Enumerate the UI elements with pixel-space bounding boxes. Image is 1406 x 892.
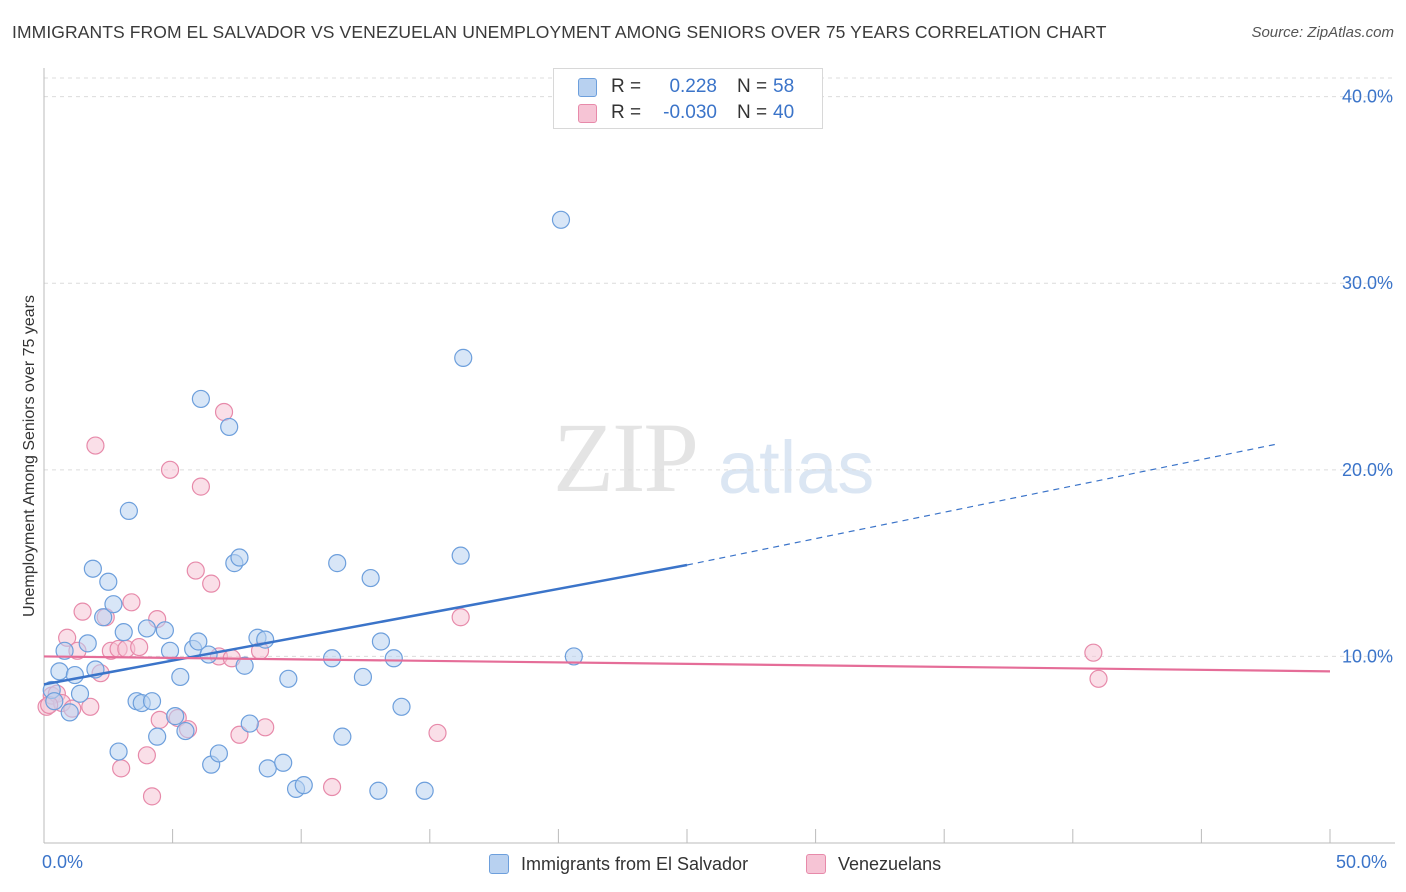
correlation-legend: R = 0.228 N = 58 R = -0.030 N = 40	[553, 68, 823, 129]
salvador-point	[384, 649, 403, 668]
salvador-point	[114, 623, 133, 642]
salvador-point	[176, 721, 195, 741]
venezuelan-point	[112, 759, 131, 778]
venezuelan-point	[428, 723, 447, 743]
chart-title: IMMIGRANTS FROM EL SALVADOR VS VENEZUELA…	[12, 22, 1107, 42]
venezuelan-point	[160, 460, 180, 479]
venezuelan-point	[451, 608, 470, 627]
y-tick-label: 30.0%	[1342, 273, 1393, 293]
legend-r-value: -0.030	[663, 102, 717, 123]
legend-r-label: R =	[611, 102, 642, 123]
salvador-point	[294, 776, 313, 795]
legend-swatch-blue	[578, 77, 597, 97]
salvador-point	[322, 649, 342, 668]
x-tick-label-max: 50.0%	[1336, 852, 1388, 872]
legend-r-label: R =	[611, 76, 642, 97]
salvador-point	[371, 632, 391, 651]
salvador-point	[220, 417, 239, 437]
salvador-point	[55, 641, 74, 660]
salvador-point	[166, 707, 185, 726]
salvador-trend-extension	[686, 443, 1279, 566]
venezuelan-point	[230, 725, 249, 744]
salvador-point	[155, 621, 174, 640]
y-tick-label: 20.0%	[1342, 460, 1393, 480]
venezuelan-point	[186, 561, 205, 580]
venezuelan-point	[191, 477, 210, 496]
venezuelan-point	[137, 746, 156, 765]
salvador-point	[551, 210, 571, 229]
salvador-point	[564, 647, 583, 666]
legend-label-venezuelans: Venezuelans	[838, 853, 942, 874]
salvador-point	[258, 759, 277, 778]
salvador-point	[109, 742, 128, 761]
venezuelan-trend-line	[43, 655, 1331, 673]
salvador-point	[104, 595, 123, 614]
salvador-point	[209, 744, 228, 763]
salvador-point	[353, 667, 373, 687]
legend-n-label: N =	[737, 76, 768, 97]
salvador-point	[333, 727, 352, 746]
salvador-point	[230, 548, 249, 567]
venezuelan-point	[322, 777, 342, 797]
salvador-point	[50, 662, 69, 681]
venezuelan-point	[130, 637, 149, 657]
legend-r-value: 0.228	[669, 76, 717, 97]
salvador-point	[191, 389, 210, 409]
salvador-point	[189, 632, 208, 651]
watermark-zip: ZIP	[553, 402, 699, 513]
legend-row-salvador: R = 0.228 N = 58	[578, 75, 794, 99]
chart-source: Source: ZipAtlas.com	[1251, 24, 1394, 41]
venezuelan-point	[73, 602, 92, 621]
salvador-point	[142, 692, 162, 711]
salvador-trend-line	[43, 563, 688, 686]
salvador-point	[279, 669, 298, 688]
legend-n-value: 40	[773, 102, 795, 123]
venezuelan-point	[150, 710, 169, 729]
venezuelan-point	[122, 593, 141, 612]
y-tick-label: 10.0%	[1342, 646, 1393, 666]
salvador-point	[60, 703, 79, 722]
venezuelan-point	[256, 718, 275, 737]
salvador-point	[45, 692, 64, 711]
legend-swatch-blue	[489, 854, 509, 874]
salvador-point	[137, 619, 156, 638]
salvador-point	[160, 641, 180, 660]
salvador-point	[361, 568, 380, 588]
legend-swatch-pink	[578, 103, 597, 123]
salvador-point	[392, 697, 411, 716]
legend-n-value: 58	[773, 76, 795, 97]
salvador-point	[415, 781, 434, 800]
salvador-point	[369, 781, 388, 800]
venezuelan-point	[1084, 643, 1103, 662]
salvador-point	[99, 572, 118, 591]
salvador-point	[451, 546, 470, 565]
legend-swatch-pink	[806, 854, 826, 874]
salvador-point	[328, 554, 347, 573]
salvador-point	[78, 634, 97, 653]
salvador-point	[119, 501, 138, 520]
venezuelan-point	[1089, 669, 1108, 688]
salvador-point	[235, 656, 254, 675]
salvador-point	[148, 727, 167, 746]
salvador-point	[94, 608, 113, 627]
venezuelan-point	[202, 574, 221, 593]
salvador-point	[274, 753, 293, 772]
legend-label-salvador: Immigrants from El Salvador	[521, 853, 749, 874]
salvador-point	[454, 348, 473, 367]
legend-item-venezuelans: Venezuelans	[806, 852, 941, 876]
salvador-point	[70, 684, 90, 703]
legend-row-venezuelans: R = -0.030 N = 40	[578, 101, 794, 125]
salvador-point	[83, 559, 102, 578]
x-tick-label-min: 0.0%	[42, 852, 84, 872]
legend-item-salvador: Immigrants from El Salvador	[489, 852, 748, 876]
venezuelan-point	[142, 787, 162, 806]
y-tick-label: 40.0%	[1342, 87, 1393, 107]
salvador-point	[240, 714, 259, 733]
salvador-point	[171, 667, 190, 687]
venezuelan-point	[86, 436, 105, 455]
legend-n-label: N =	[737, 102, 768, 123]
watermark-atlas: atlas	[718, 426, 875, 509]
venezuelan-point	[81, 697, 100, 716]
